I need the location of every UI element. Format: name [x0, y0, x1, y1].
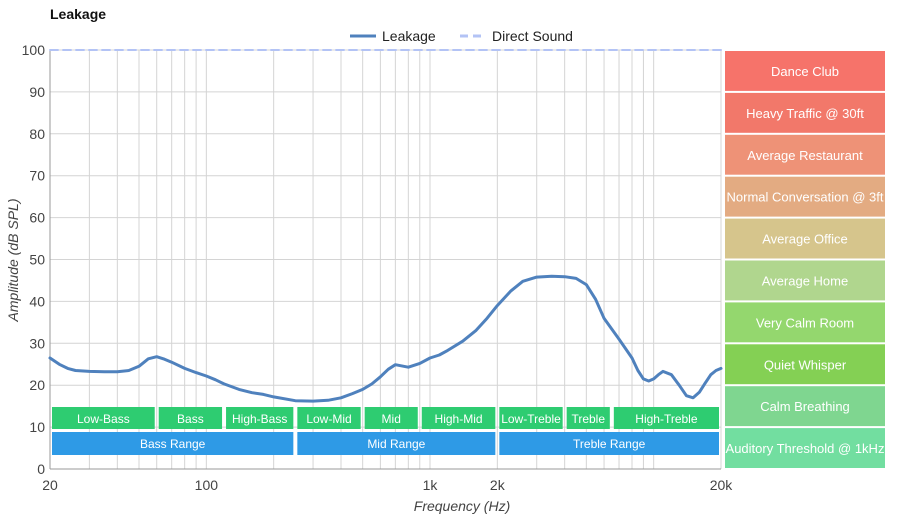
band-label: Low-Mid	[306, 412, 351, 426]
x-tick-label: 1k	[423, 477, 439, 493]
x-tick-label: 20	[42, 477, 58, 493]
level-label: Average Office	[762, 232, 848, 247]
y-axis-title: Amplitude (dB SPL)	[5, 199, 21, 323]
level-dance-club	[725, 51, 885, 91]
range-label: Treble Range	[573, 437, 646, 451]
band-label: High-Treble	[635, 412, 698, 426]
level-heavy-traffic-30ft	[725, 92, 885, 133]
y-tick-label: 0	[37, 461, 45, 477]
level-label: Heavy Traffic @ 30ft	[746, 106, 864, 121]
level-label: Average Home	[762, 273, 848, 288]
range-treble-range	[499, 432, 719, 455]
y-tick-label: 50	[29, 252, 45, 268]
range-label: Bass Range	[140, 437, 206, 451]
band-low-treble	[499, 407, 563, 429]
chart-title: Leakage	[50, 6, 107, 22]
band-low-mid	[297, 407, 361, 429]
level-normal-conversation-3ft	[725, 176, 885, 217]
range-bass-range	[52, 432, 294, 455]
y-tick-label: 10	[29, 419, 45, 435]
band-high-mid	[421, 407, 496, 429]
y-tick-label: 80	[29, 126, 45, 142]
level-quiet-whisper	[725, 344, 885, 385]
legend-label-leakage: Leakage	[382, 28, 436, 44]
level-label: Quiet Whisper	[764, 357, 847, 372]
band-label: Mid	[382, 412, 401, 426]
band-mid	[364, 407, 418, 429]
series-leakage-line	[48, 274, 723, 403]
x-tick-label: 100	[195, 477, 219, 493]
level-very-calm-room	[725, 302, 885, 343]
y-tick-label: 100	[22, 42, 46, 58]
level-average-home	[725, 260, 885, 301]
band-label: Bass	[177, 412, 204, 426]
level-label: Average Restaurant	[747, 148, 863, 163]
level-label: Normal Conversation @ 3ft	[727, 190, 884, 205]
y-tick-label: 40	[29, 293, 45, 309]
band-high-bass	[226, 407, 294, 429]
y-tick-label: 70	[29, 168, 45, 184]
level-label: Calm Breathing	[760, 399, 850, 414]
band-label: Low-Bass	[77, 412, 130, 426]
band-label: Treble	[571, 412, 605, 426]
x-axis-title: Frequency (Hz)	[414, 498, 510, 514]
band-low-bass	[52, 407, 155, 429]
y-tick-label: 30	[29, 335, 45, 351]
range-mid-range	[297, 432, 496, 455]
level-label: Dance Club	[771, 64, 839, 79]
x-tick-label: 2k	[490, 477, 506, 493]
level-calm-breathing	[725, 386, 885, 427]
band-treble	[566, 407, 610, 429]
level-average-office	[725, 218, 885, 259]
range-label: Mid Range	[367, 437, 425, 451]
y-tick-label: 90	[29, 84, 45, 100]
level-average-restaurant	[725, 134, 885, 175]
y-tick-label: 60	[29, 210, 45, 226]
band-label: Low-Treble	[501, 412, 561, 426]
x-tick-label: 20k	[710, 477, 734, 493]
band-bass	[158, 407, 223, 429]
level-label: Very Calm Room	[756, 315, 854, 330]
y-tick-label: 20	[29, 377, 45, 393]
band-label: High-Bass	[232, 412, 287, 426]
level-label: Auditory Threshold @ 1kHz	[726, 441, 885, 456]
level-auditory-threshold-1khz	[725, 428, 885, 468]
band-high-treble	[613, 407, 719, 429]
legend-label-direct-sound: Direct Sound	[492, 28, 573, 44]
band-label: High-Mid	[435, 412, 483, 426]
